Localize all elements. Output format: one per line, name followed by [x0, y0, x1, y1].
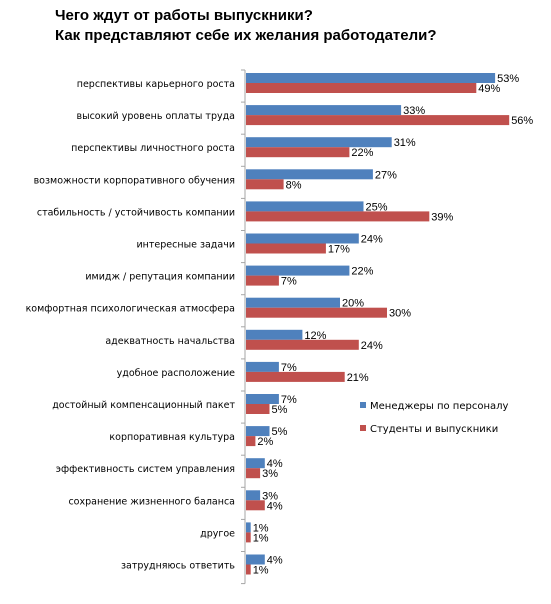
data-label: 4%: [267, 458, 283, 470]
bar-hr-managers: [246, 265, 350, 276]
bar-students: [246, 83, 477, 93]
data-label: 27%: [375, 169, 397, 181]
category-label: перспективы личностного роста: [71, 143, 235, 154]
bar-students: [246, 211, 430, 222]
bar-students: [246, 532, 251, 543]
legend-swatch: [360, 425, 366, 431]
data-label: 31%: [394, 137, 416, 149]
bar-hr-managers: [246, 394, 279, 404]
data-label: 21%: [347, 372, 369, 384]
bar-students: [246, 468, 261, 479]
bar-students: [246, 436, 256, 447]
bar-hr-managers: [246, 137, 392, 148]
data-label: 4%: [267, 555, 283, 567]
data-label: 1%: [253, 522, 269, 534]
category-label: комфортная психологическая атмосфера: [26, 304, 235, 315]
bar-hr-managers: [246, 201, 364, 212]
category-label: имидж / репутация компании: [85, 272, 235, 283]
category-label: достойный компенсационный пакет: [52, 400, 235, 411]
bar-students: [246, 115, 510, 126]
data-label: 3%: [262, 490, 278, 502]
category-label: адекватность начальства: [105, 336, 235, 347]
bar-hr-managers: [246, 522, 251, 533]
data-label: 56%: [511, 115, 533, 127]
chart-legend: Менеджеры по персоналу Студенты и выпускн…: [360, 401, 509, 435]
category-label: интересные задачи: [137, 240, 236, 251]
bar-students: [246, 371, 345, 382]
chart-title-block: Чего ждут от работы выпускники? Как пред…: [55, 6, 545, 46]
category-label: стабильность / устойчивость компании: [37, 207, 235, 218]
legend-swatch: [360, 402, 366, 408]
category-label: сохранение жизненного баланса: [68, 496, 235, 507]
legend-label: Студенты и выпускники: [370, 424, 498, 435]
bar-hr-managers: [246, 458, 265, 469]
chart-subtitle: Как представляют себе их желания работод…: [55, 27, 437, 44]
chart-bars: [246, 73, 510, 575]
data-label: 22%: [351, 266, 373, 278]
category-label: высокий уровень оплаты труда: [76, 111, 235, 122]
data-label: 25%: [366, 201, 388, 213]
bar-hr-managers: [246, 233, 359, 244]
legend-label: Менеджеры по персоналу: [370, 401, 509, 412]
bar-hr-managers: [246, 297, 340, 308]
data-label: 39%: [431, 211, 453, 223]
category-label: удобное расположение: [117, 368, 236, 379]
bar-students: [246, 500, 265, 511]
category-label: возможности корпоративного обучения: [34, 175, 235, 186]
category-label: другое: [200, 528, 235, 539]
bar-hr-managers: [246, 490, 261, 501]
chart-title: Чего ждут от работы выпускники?: [55, 7, 313, 24]
data-label: 1%: [253, 532, 269, 544]
data-label: 5%: [272, 426, 288, 438]
bar-students: [246, 179, 284, 190]
bar-hr-managers: [246, 361, 279, 372]
data-label: 1%: [253, 565, 269, 577]
category-label: эффективность систем управления: [56, 464, 235, 475]
data-label: 22%: [351, 147, 373, 159]
data-label: 17%: [328, 244, 350, 256]
data-label: 8%: [286, 179, 302, 191]
chart-axis: [241, 69, 246, 585]
data-label: 33%: [403, 105, 425, 117]
category-label: перспективы карьерного роста: [77, 79, 235, 90]
data-label: 5%: [272, 404, 288, 416]
bar-hr-managers: [246, 169, 373, 180]
data-label: 7%: [281, 394, 297, 406]
data-label: 7%: [281, 362, 297, 374]
data-label: 24%: [361, 234, 383, 246]
data-label: 49%: [478, 83, 500, 95]
bar-students: [246, 307, 387, 318]
data-label: 2%: [257, 436, 273, 448]
data-label: 7%: [281, 276, 297, 288]
bar-students: [246, 243, 326, 254]
data-label: 24%: [361, 340, 383, 352]
data-label: 20%: [342, 298, 364, 310]
data-label: 12%: [304, 330, 326, 342]
data-label: 3%: [262, 468, 278, 480]
bar-students: [246, 339, 359, 350]
category-label: корпоративная культура: [109, 432, 235, 443]
bar-hr-managers: [246, 73, 496, 83]
data-label: 30%: [389, 308, 411, 320]
bar-students: [246, 147, 350, 158]
chart-labels: перспективы карьерного роста 53%49% высоки…: [26, 73, 534, 577]
bar-hr-managers: [246, 426, 270, 437]
data-label: 4%: [267, 500, 283, 512]
bar-students: [246, 564, 251, 575]
bar-hr-managers: [246, 105, 402, 116]
bar-hr-managers: [246, 329, 303, 340]
bar-hr-managers: [246, 554, 265, 565]
category-label: затрудняюсь ответить: [121, 561, 235, 572]
data-label: 53%: [497, 73, 519, 85]
bar-students: [246, 404, 270, 414]
bar-students: [246, 275, 279, 286]
